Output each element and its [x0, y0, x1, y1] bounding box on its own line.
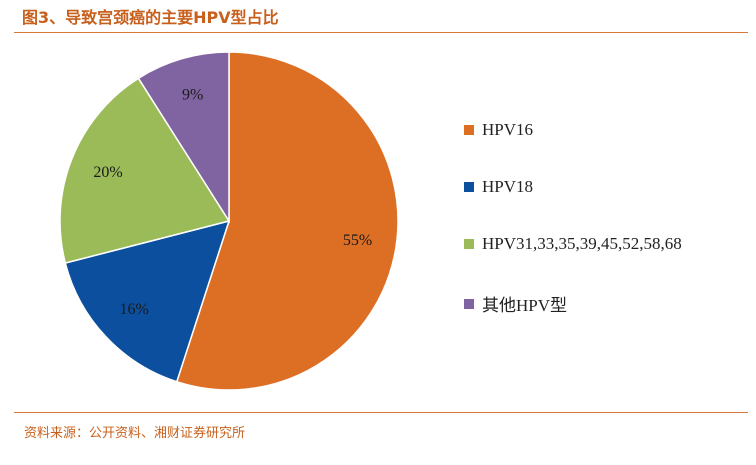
data-label-hpv-other-high-risk: 20%	[93, 164, 122, 181]
data-label-hpv18: 16%	[119, 301, 148, 318]
footer-divider	[14, 412, 748, 413]
data-label-other-hpv: 9%	[182, 87, 203, 104]
title-divider	[14, 32, 748, 33]
legend-swatch-other-hpv	[464, 298, 474, 309]
pie-slice-hpv-other-high-risk	[59, 77, 231, 264]
chart-title: 图3、导致宫颈癌的主要HPV型占比	[22, 8, 279, 27]
pie-slice-hpv18	[64, 219, 231, 383]
source-note: 资料来源：公开资料、湘财证券研究所	[24, 426, 246, 441]
legend-label-other-hpv: 其他HPV型	[482, 296, 568, 315]
legend-swatch-hpv16	[464, 125, 474, 135]
legend-item-hpv18: HPV18	[464, 177, 533, 197]
legend-swatch-hpv-other-high-risk	[464, 239, 474, 249]
legend-swatch-hpv18	[464, 182, 474, 192]
data-label-hpv16: 55%	[343, 232, 372, 249]
legend-label-hpv-other-high-risk: HPV31,33,35,39,45,52,58,68	[482, 234, 682, 253]
legend-label-hpv18: HPV18	[482, 177, 534, 196]
legend-label-hpv16: HPV16	[482, 120, 534, 139]
pie-slice-hpv16	[175, 51, 399, 391]
legend-item-hpv16: HPV16	[464, 120, 533, 140]
legend-item-other-hpv: 其他HPV型	[464, 291, 567, 316]
pie-slice-other-hpv	[137, 51, 230, 224]
legend-item-hpv-other-high-risk: HPV31,33,35,39,45,52,58,68	[464, 234, 682, 254]
